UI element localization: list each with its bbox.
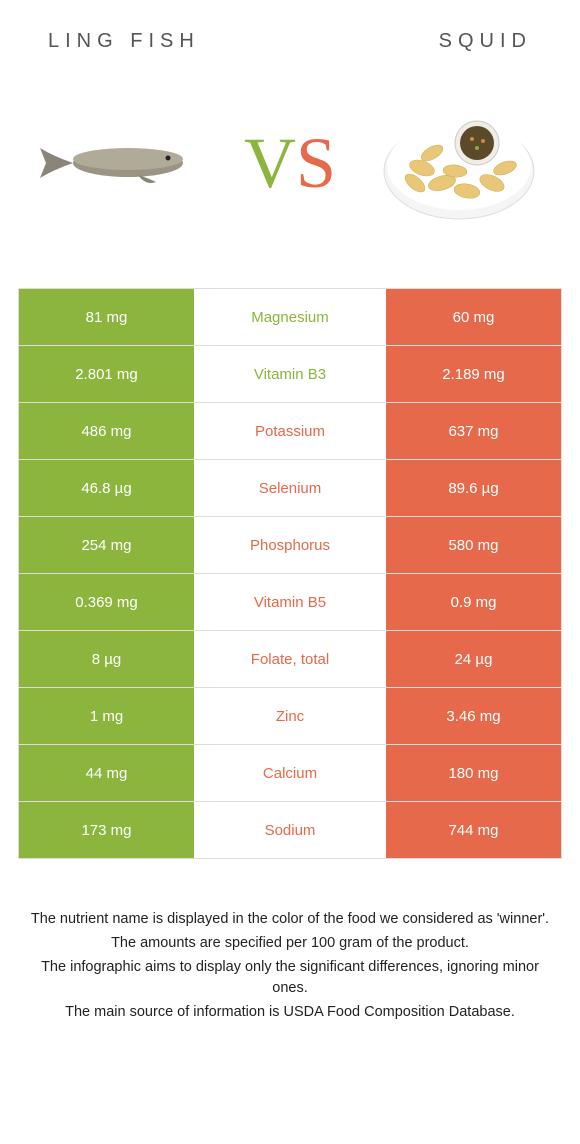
vs-s: S [296,122,336,205]
nutrient-label: Folate, total [194,631,386,687]
vs-v: V [244,122,296,205]
left-value: 81 mg [19,289,194,345]
nutrient-label: Vitamin B5 [194,574,386,630]
footer-line: The main source of information is USDA F… [28,1002,552,1024]
left-value: 254 mg [19,517,194,573]
left-value: 2.801 mg [19,346,194,402]
nutrient-row: 486 mgPotassium637 mg [19,403,561,460]
left-food-image [38,98,203,228]
nutrient-label: Phosphorus [194,517,386,573]
footer-line: The infographic aims to display only the… [28,957,552,1001]
nutrient-label: Selenium [194,460,386,516]
left-value: 173 mg [19,802,194,858]
right-value: 180 mg [386,745,561,801]
nutrient-label: Sodium [194,802,386,858]
right-value: 3.46 mg [386,688,561,744]
nutrient-row: 173 mgSodium744 mg [19,802,561,859]
vs-label: VS [244,122,336,205]
right-value: 580 mg [386,517,561,573]
right-value: 637 mg [386,403,561,459]
header-row: LING FISH SQUID [18,30,562,53]
nutrient-row: 46.8 µgSelenium89.6 µg [19,460,561,517]
right-value: 744 mg [386,802,561,858]
nutrient-label: Potassium [194,403,386,459]
right-value: 0.9 mg [386,574,561,630]
footer-line: The amounts are specified per 100 gram o… [28,933,552,955]
left-value: 1 mg [19,688,194,744]
nutrient-label: Calcium [194,745,386,801]
nutrient-row: 81 mgMagnesium60 mg [19,289,561,346]
nutrient-label: Vitamin B3 [194,346,386,402]
nutrient-label: Zinc [194,688,386,744]
left-value: 8 µg [19,631,194,687]
left-value: 44 mg [19,745,194,801]
left-value: 0.369 mg [19,574,194,630]
left-food-title: LING FISH [48,30,200,53]
footer-notes: The nutrient name is displayed in the co… [18,909,562,1024]
right-food-image [377,98,542,228]
right-food-title: SQUID [439,30,532,53]
left-value: 486 mg [19,403,194,459]
right-value: 60 mg [386,289,561,345]
nutrient-row: 1 mgZinc3.46 mg [19,688,561,745]
nutrient-label: Magnesium [194,289,386,345]
right-value: 2.189 mg [386,346,561,402]
vs-row: VS [18,78,562,248]
nutrient-row: 2.801 mgVitamin B32.189 mg [19,346,561,403]
nutrient-table: 81 mgMagnesium60 mg2.801 mgVitamin B32.1… [18,288,562,859]
nutrient-row: 8 µgFolate, total24 µg [19,631,561,688]
nutrient-row: 44 mgCalcium180 mg [19,745,561,802]
left-value: 46.8 µg [19,460,194,516]
footer-line: The nutrient name is displayed in the co… [28,909,552,931]
nutrient-row: 0.369 mgVitamin B50.9 mg [19,574,561,631]
right-value: 89.6 µg [386,460,561,516]
right-value: 24 µg [386,631,561,687]
nutrient-row: 254 mgPhosphorus580 mg [19,517,561,574]
